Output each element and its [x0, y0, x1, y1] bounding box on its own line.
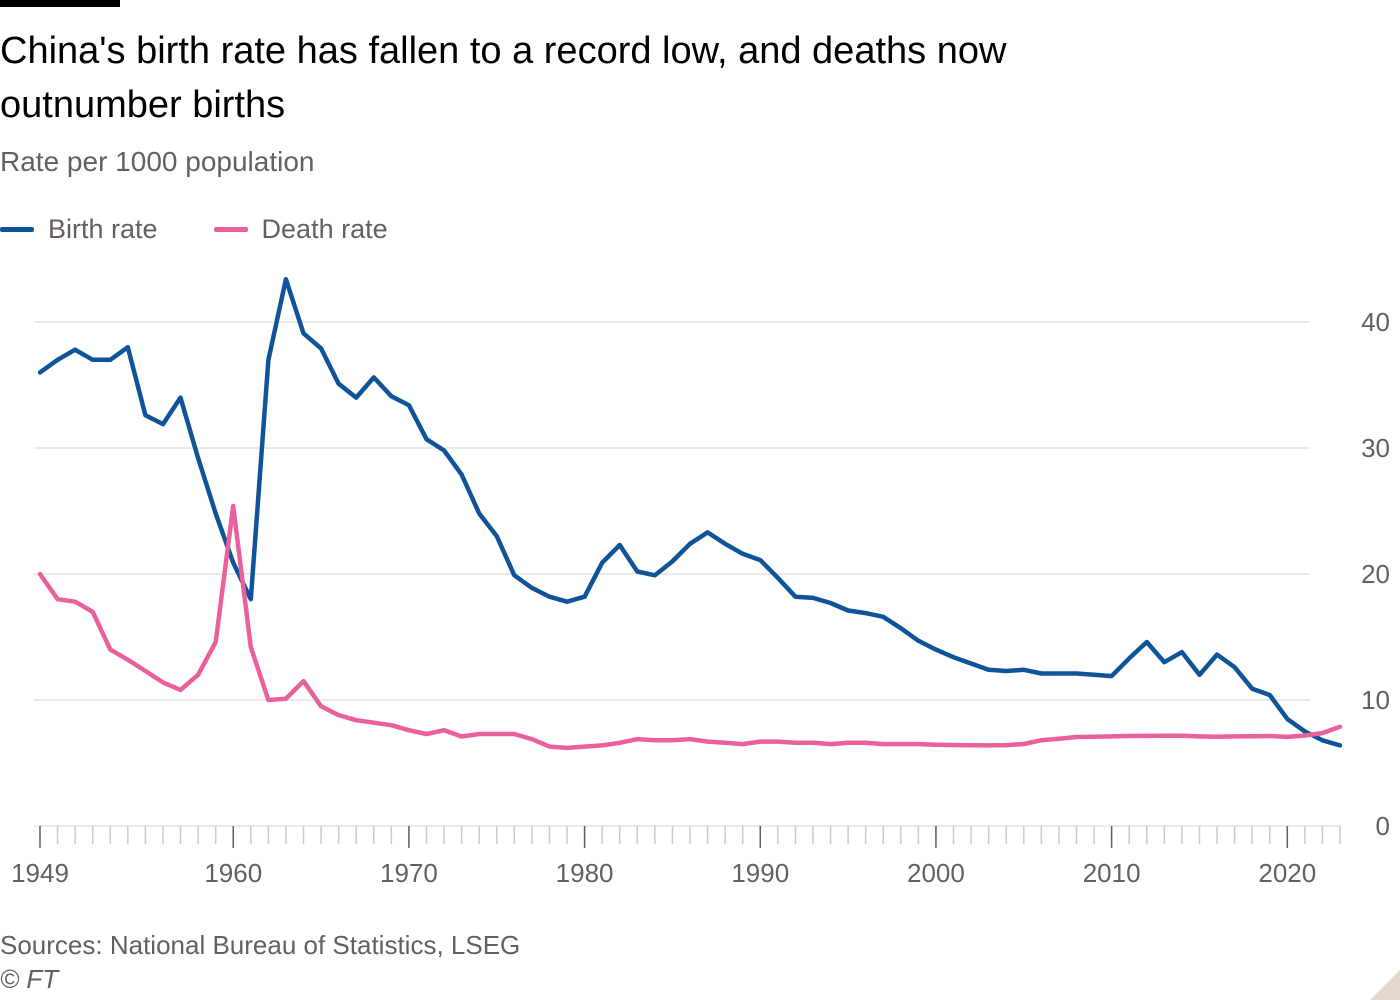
legend-item-birth-rate: Birth rate — [0, 214, 158, 245]
legend-label-birth-rate: Birth rate — [48, 213, 158, 244]
x-axis: 1949 1960 1970 1980 1990 2000 2010 2020 — [11, 825, 1341, 888]
chart-subtitle: Rate per 1000 population — [0, 146, 315, 177]
x-tick-label: 1970 — [380, 858, 438, 888]
series-line-death-rate — [37, 503, 1343, 751]
legend-label-death-rate: Death rate — [261, 213, 388, 244]
x-tick-label: 2000 — [907, 858, 965, 888]
brand-bar — [0, 0, 120, 7]
x-tick-label: 2010 — [1083, 858, 1141, 888]
chart-title: China's birth rate has fallen to a recor… — [0, 30, 1007, 126]
x-tick-label: 1949 — [11, 858, 69, 888]
gridlines — [34, 321, 1310, 701]
legend: Birth rate Death rate — [0, 211, 444, 247]
credit-note: © FT — [0, 964, 59, 994]
x-tick-label: 1960 — [204, 858, 262, 888]
x-tick-label: 1980 — [556, 858, 614, 888]
y-tick-label: 40 — [1361, 307, 1390, 337]
x-tick-label: 1990 — [731, 858, 789, 888]
y-tick-label: 20 — [1361, 559, 1390, 589]
series-lines — [37, 276, 1343, 751]
y-tick-label: 30 — [1361, 433, 1390, 463]
y-axis: 0 10 20 30 40 — [1361, 307, 1390, 841]
corner-mark — [1370, 970, 1400, 1000]
legend-swatch-birth-rate — [0, 226, 34, 232]
y-tick-label: 10 — [1361, 685, 1390, 715]
legend-item-death-rate: Death rate — [213, 213, 388, 245]
series-line-birth-rate — [37, 276, 1343, 748]
y-tick-label: 0 — [1376, 811, 1390, 841]
x-tick-label: 2020 — [1258, 858, 1316, 888]
source-note: Sources: National Bureau of Statistics, … — [0, 930, 521, 960]
legend-swatch-death-rate — [213, 226, 248, 232]
